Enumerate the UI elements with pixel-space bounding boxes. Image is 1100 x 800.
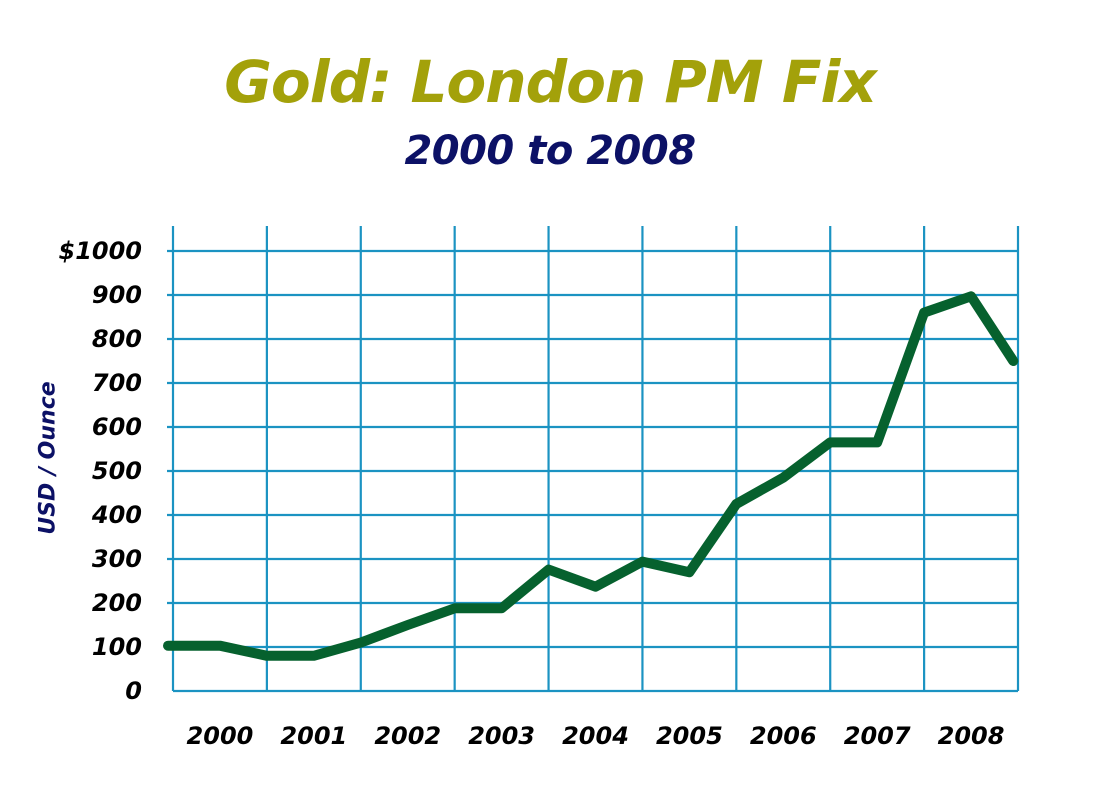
chart-title: Gold: London PM Fix	[224, 48, 877, 116]
x-tick-label: 2008	[937, 722, 1005, 750]
y-tick-label: 300	[91, 545, 142, 573]
chart-subtitle: 2000 to 2008	[404, 128, 696, 174]
x-tick-label: 2002	[374, 722, 442, 750]
y-tick-label: 700	[91, 369, 142, 397]
y-tick-label: 100	[91, 633, 142, 661]
x-tick-label: 2007	[843, 722, 911, 750]
x-tick-label: 2000	[186, 722, 254, 750]
gold-price-line	[163, 291, 1019, 661]
y-tick-label: 800	[91, 325, 142, 353]
y-tick-label: 600	[91, 413, 142, 441]
x-tick-label: 2005	[655, 722, 723, 750]
x-tick-label: 2006	[749, 722, 817, 750]
y-tick-label: 900	[91, 281, 142, 309]
x-tick-label: 2003	[468, 722, 536, 750]
y-tick-label: $1000	[58, 237, 143, 265]
x-tick-label: 2004	[562, 722, 629, 750]
y-tick-label: 500	[91, 457, 142, 485]
grid-lines	[167, 226, 1020, 693]
y-tick-label: 0	[125, 677, 142, 705]
y-tick-label: 400	[91, 501, 142, 529]
x-tick-label: 2001	[280, 722, 348, 750]
y-axis-label: USD / Ounce	[35, 381, 61, 535]
y-tick-label: 200	[91, 589, 142, 617]
